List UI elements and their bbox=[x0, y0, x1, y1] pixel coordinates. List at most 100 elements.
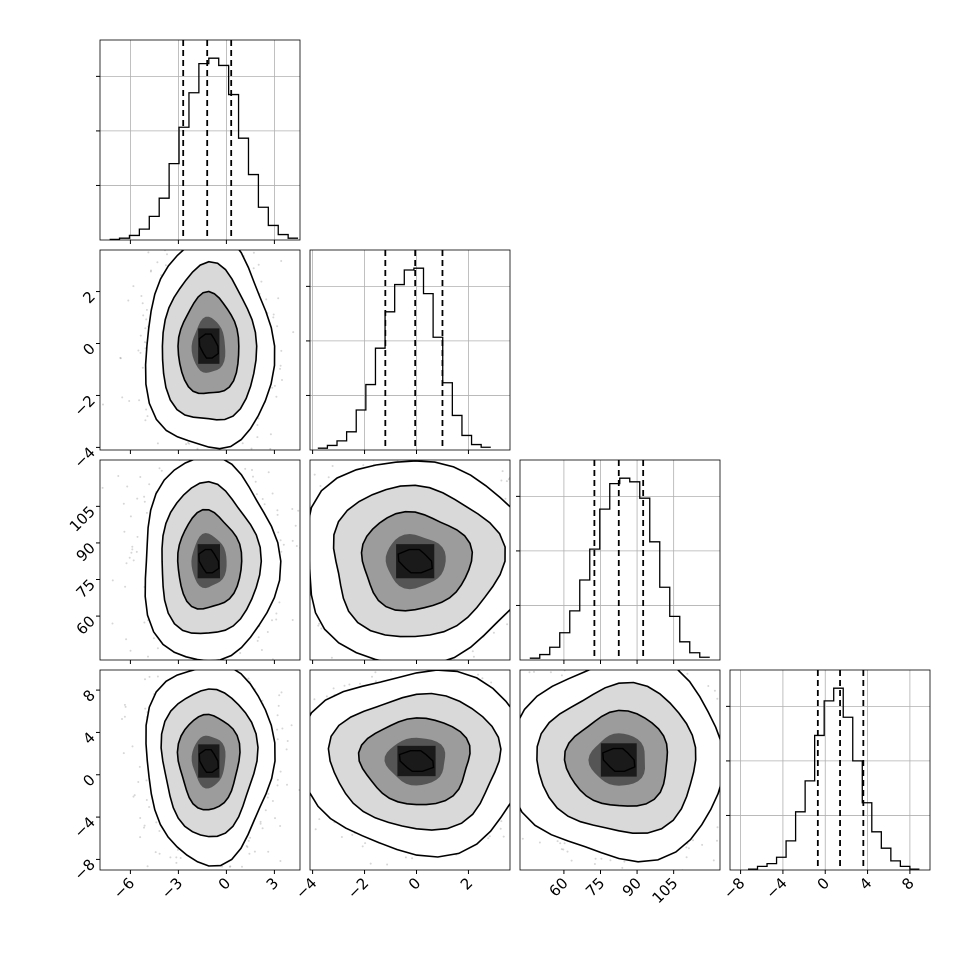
sample-point bbox=[298, 724, 300, 726]
sample-point bbox=[229, 243, 231, 245]
sample-point bbox=[530, 580, 532, 582]
histogram-steps bbox=[529, 477, 710, 659]
sample-point bbox=[666, 663, 668, 665]
panel-frame bbox=[99, 669, 301, 871]
sample-point bbox=[374, 671, 377, 674]
sample-point bbox=[244, 467, 247, 470]
sample-point bbox=[318, 818, 321, 821]
sample-point bbox=[510, 665, 512, 667]
sample-point bbox=[155, 821, 158, 824]
sample-point bbox=[137, 349, 140, 352]
panel-frame bbox=[309, 669, 511, 871]
sample-point bbox=[276, 509, 279, 512]
sample-point bbox=[260, 280, 263, 283]
sample-point bbox=[125, 638, 128, 641]
sample-point bbox=[317, 624, 320, 627]
sample-point bbox=[294, 524, 297, 527]
sample-point bbox=[549, 603, 551, 605]
sample-point bbox=[334, 662, 336, 664]
sample-point bbox=[276, 513, 279, 516]
sample-point bbox=[239, 652, 242, 654]
sample-point bbox=[145, 799, 148, 801]
sample-point bbox=[163, 648, 165, 650]
sample-point bbox=[195, 917, 197, 919]
sample-point bbox=[547, 502, 549, 504]
sample-point bbox=[155, 457, 157, 459]
sample-point bbox=[140, 632, 142, 634]
panel-frame bbox=[519, 459, 721, 661]
scatter-panel-2-1 bbox=[262, 428, 551, 736]
sample-point bbox=[500, 820, 503, 823]
sample-point bbox=[320, 627, 323, 630]
sample-point bbox=[191, 444, 193, 446]
sample-point bbox=[502, 835, 505, 838]
sample-point bbox=[513, 737, 515, 739]
sample-point bbox=[88, 568, 90, 570]
sample-point bbox=[327, 655, 329, 657]
sample-point bbox=[251, 469, 253, 471]
sample-point bbox=[600, 857, 603, 860]
sample-point bbox=[132, 795, 135, 798]
sample-point bbox=[282, 636, 284, 638]
sample-point bbox=[143, 495, 146, 498]
sample-point bbox=[121, 396, 124, 399]
sample-point bbox=[735, 720, 737, 722]
sample-point bbox=[381, 428, 383, 430]
sample-point bbox=[141, 302, 144, 305]
sample-point bbox=[186, 870, 188, 872]
sample-point bbox=[158, 830, 161, 832]
density-peak bbox=[198, 744, 220, 778]
sample-point bbox=[516, 540, 518, 542]
sample-point bbox=[533, 538, 535, 540]
sample-point bbox=[499, 827, 502, 830]
sample-point bbox=[297, 737, 299, 739]
sample-point bbox=[404, 667, 406, 669]
sample-point bbox=[481, 677, 484, 680]
sample-point bbox=[301, 565, 303, 567]
density-contour-inner bbox=[198, 749, 220, 773]
scatter-area bbox=[262, 428, 551, 736]
sample-point bbox=[271, 800, 274, 802]
sample-point bbox=[286, 616, 288, 618]
sample-point bbox=[726, 768, 728, 770]
sample-point bbox=[256, 436, 259, 439]
sample-point bbox=[359, 682, 361, 685]
sample-point bbox=[152, 637, 155, 640]
sample-point bbox=[256, 639, 259, 642]
sample-point bbox=[135, 550, 138, 553]
sample-point bbox=[196, 212, 198, 214]
sample-point bbox=[513, 765, 515, 767]
sample-point bbox=[241, 442, 244, 445]
sample-point bbox=[614, 877, 616, 879]
sample-point bbox=[531, 691, 533, 693]
sample-point bbox=[136, 497, 139, 500]
sample-point bbox=[249, 836, 252, 839]
sample-point bbox=[291, 555, 293, 557]
sample-point bbox=[250, 663, 252, 665]
sample-point bbox=[279, 825, 282, 827]
sample-point bbox=[544, 520, 546, 522]
sample-point bbox=[685, 846, 688, 849]
sample-point bbox=[267, 850, 270, 853]
sample-point bbox=[214, 451, 216, 453]
sample-point bbox=[164, 264, 167, 267]
sample-point bbox=[331, 465, 334, 467]
sample-point bbox=[529, 508, 531, 510]
sample-point bbox=[130, 551, 133, 554]
sample-point bbox=[233, 454, 235, 456]
sample-point bbox=[385, 666, 387, 668]
sample-point bbox=[512, 840, 514, 842]
sample-point bbox=[527, 562, 529, 564]
sample-point bbox=[262, 495, 264, 497]
sample-point bbox=[237, 456, 239, 458]
sample-point bbox=[361, 845, 364, 848]
sample-point bbox=[189, 452, 191, 454]
sample-point bbox=[111, 579, 114, 582]
sample-point bbox=[297, 771, 299, 773]
sample-point bbox=[500, 479, 503, 482]
sample-point bbox=[559, 842, 562, 845]
sample-point bbox=[306, 734, 308, 736]
sample-point bbox=[396, 448, 398, 450]
sample-point bbox=[343, 684, 346, 687]
sample-point bbox=[281, 727, 284, 730]
